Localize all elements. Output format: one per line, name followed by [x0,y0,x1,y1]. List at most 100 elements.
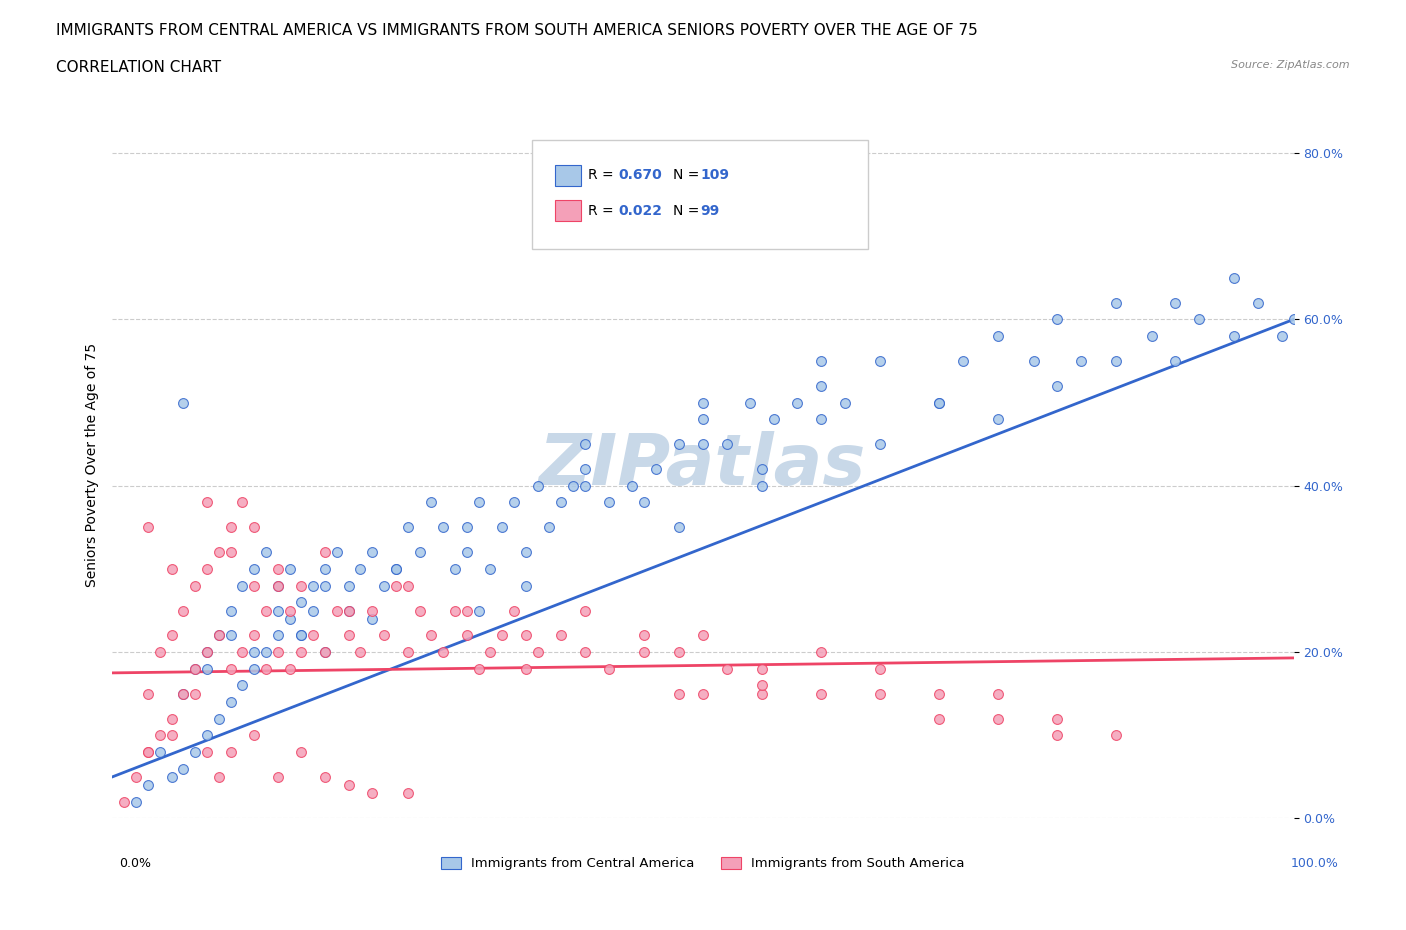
Point [172,395,194,410]
Point [208,545,231,560]
Point [574,603,596,618]
Point [444,603,467,618]
Point [314,769,336,784]
Point [456,520,478,535]
Point [1223,328,1246,343]
Point [278,562,301,577]
Text: IMMIGRANTS FROM CENTRAL AMERICA VS IMMIGRANTS FROM SOUTH AMERICA SENIORS POVERTY: IMMIGRANTS FROM CENTRAL AMERICA VS IMMIG… [56,23,979,38]
Point [149,744,172,759]
Point [219,520,242,535]
Point [751,461,773,476]
Point [361,786,384,801]
Point [1282,312,1305,327]
Text: ZIPatlas: ZIPatlas [540,431,866,499]
Point [420,495,443,510]
Text: Source: ZipAtlas.com: Source: ZipAtlas.com [1232,60,1350,71]
Point [149,728,172,743]
Point [208,769,231,784]
Text: CORRELATION CHART: CORRELATION CHART [56,60,221,75]
Point [267,628,290,643]
Point [314,644,336,659]
Point [716,661,738,676]
Point [574,478,596,493]
Point [515,545,537,560]
Point [373,628,395,643]
Point [337,628,360,643]
Point [408,603,430,618]
Point [172,686,194,701]
Point [195,644,218,659]
Point [112,794,135,809]
Point [644,461,666,476]
Point [668,437,690,452]
Point [952,353,974,368]
Point [598,495,620,510]
Point [1164,296,1187,311]
Point [219,628,242,643]
Point [195,744,218,759]
Point [751,678,773,693]
Point [302,603,325,618]
Point [208,628,231,643]
Point [290,628,312,643]
Point [987,686,1010,701]
Point [172,761,194,776]
Text: 0.022: 0.022 [619,204,662,218]
Point [1247,296,1270,311]
Point [243,661,266,676]
Point [1046,312,1069,327]
Point [751,478,773,493]
Point [869,686,891,701]
Point [1188,312,1211,327]
Point [928,711,950,726]
Point [208,711,231,726]
Point [550,495,572,510]
Point [314,545,336,560]
Point [267,578,290,593]
Point [314,562,336,577]
Point [633,628,655,643]
Point [444,562,467,577]
Point [515,661,537,676]
Point [751,661,773,676]
Point [254,661,277,676]
Point [302,578,325,593]
Point [526,644,548,659]
Point [515,578,537,593]
Point [326,603,349,618]
Point [1105,353,1128,368]
Point [136,686,159,701]
Point [467,661,489,676]
Point [254,603,277,618]
Point [751,686,773,701]
Point [987,711,1010,726]
Point [1070,353,1092,368]
Point [550,628,572,643]
Point [278,611,301,626]
Point [692,628,714,643]
Point [467,495,489,510]
Point [267,769,290,784]
Point [184,686,207,701]
Point [845,187,868,202]
Point [160,628,183,643]
Point [136,777,159,792]
Point [125,794,148,809]
Point [668,644,690,659]
Point [184,744,207,759]
Point [208,628,231,643]
Point [928,686,950,701]
Point [692,395,714,410]
Point [290,595,312,610]
Bar [555,200,581,221]
Point [231,578,253,593]
Point [243,520,266,535]
Point [668,686,690,701]
Point [869,661,891,676]
Point [716,437,738,452]
Point [290,744,312,759]
Point [231,495,253,510]
Point [574,461,596,476]
Point [456,545,478,560]
Point [1046,728,1069,743]
